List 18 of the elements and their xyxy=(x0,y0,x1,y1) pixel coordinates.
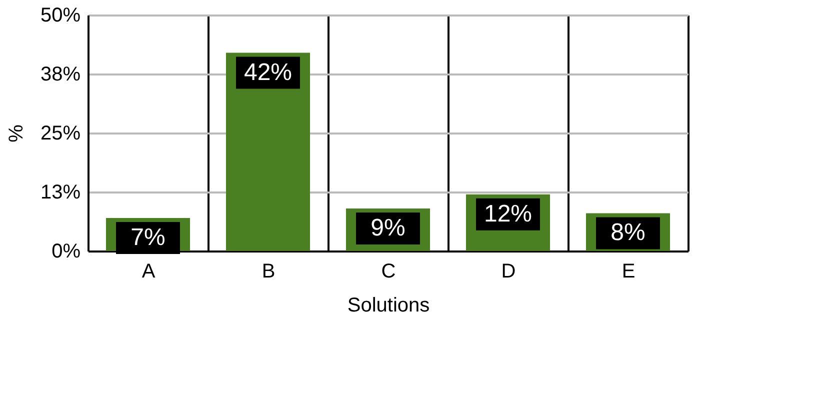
x-tick-label: C xyxy=(381,260,396,282)
y-tick-label: 0% xyxy=(52,240,81,262)
bar xyxy=(226,52,310,251)
data-label: 7% xyxy=(130,224,166,251)
x-tick-label: A xyxy=(142,260,156,282)
y-axis-title: % xyxy=(5,124,28,142)
y-tick-label: 25% xyxy=(40,122,81,144)
x-tick-label: B xyxy=(262,260,276,282)
data-label: 12% xyxy=(484,200,532,228)
x-tick-label: E xyxy=(622,260,636,282)
data-label: 8% xyxy=(610,219,646,246)
y-tick-label: 38% xyxy=(40,64,81,86)
x-axis-title: Solutions xyxy=(347,294,430,316)
y-tick-label: 50% xyxy=(40,4,81,26)
x-tick-label: D xyxy=(501,260,516,282)
data-label: 42% xyxy=(244,58,292,86)
data-label: 9% xyxy=(370,214,406,242)
y-tick-label: 13% xyxy=(40,182,81,204)
